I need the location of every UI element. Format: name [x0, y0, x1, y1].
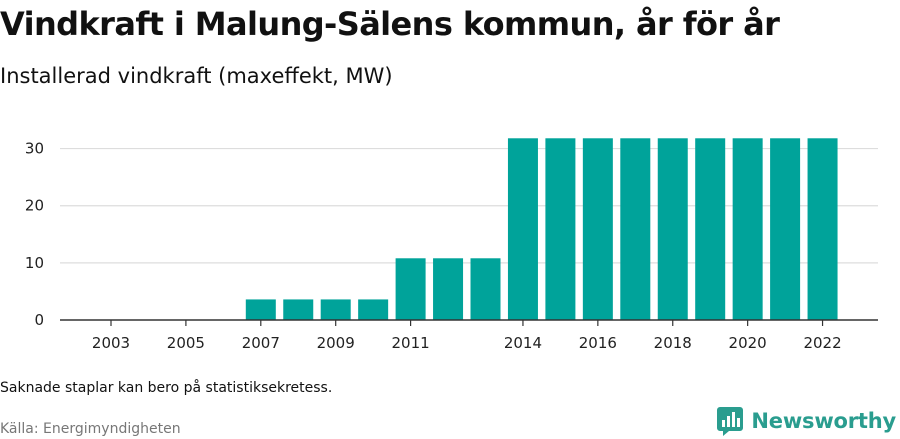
bar-2017 [620, 138, 651, 320]
x-axis-ticks: 2003 2005 2007 2009 2011 2014 2016 2018 2020 2022 [92, 320, 842, 352]
x-tick-label: 2011 [392, 334, 430, 352]
bar-chart: 0 10 20 30 2003 2005 2007 2009 2011 2014 2016 2018… [25, 138, 878, 352]
bar-2016 [582, 138, 613, 320]
y-tick-label: 20 [25, 197, 44, 215]
newsworthy-logo-icon [717, 407, 744, 436]
y-axis-ticks: 0 10 20 30 [25, 140, 44, 329]
chart-title: Vindkraft i Malung-Sälens kommun, år för… [0, 5, 780, 43]
x-tick-label: 2003 [92, 334, 130, 352]
y-tick-label: 30 [25, 140, 44, 158]
x-tick-label: 2022 [803, 334, 841, 352]
x-tick-label: 2018 [654, 334, 692, 352]
bar-2013 [470, 258, 501, 320]
source-credit: Källa: Energimyndigheten [0, 421, 181, 437]
bar-2008 [283, 299, 314, 320]
chart-subtitle: Installerad vindkraft (maxeffekt, MW) [0, 64, 393, 88]
x-tick-label: 2007 [242, 334, 280, 352]
bar-2020 [732, 138, 763, 320]
y-tick-label: 10 [25, 254, 44, 272]
x-tick-label: 2005 [167, 334, 205, 352]
bar-2011 [395, 258, 426, 320]
x-tick-label: 2014 [504, 334, 542, 352]
bar-2014 [507, 138, 538, 320]
bar-2012 [433, 258, 464, 320]
brand-name: Newsworthy [751, 409, 896, 433]
x-tick-label: 2020 [729, 334, 767, 352]
bar-2018 [657, 138, 688, 320]
bar-2009 [320, 299, 351, 320]
brand-logo: Newsworthy [717, 403, 896, 439]
bar-2022 [807, 138, 838, 320]
bar-2010 [358, 299, 389, 320]
y-tick-label: 0 [34, 311, 44, 329]
footnote: Saknade staplar kan bero på statistiksek… [0, 380, 333, 396]
bar-2007 [245, 299, 276, 320]
bar-2019 [695, 138, 726, 320]
x-tick-label: 2009 [317, 334, 355, 352]
bar-2015 [545, 138, 576, 320]
bar-2021 [770, 138, 801, 320]
x-tick-label: 2016 [579, 334, 617, 352]
bars [245, 138, 838, 320]
